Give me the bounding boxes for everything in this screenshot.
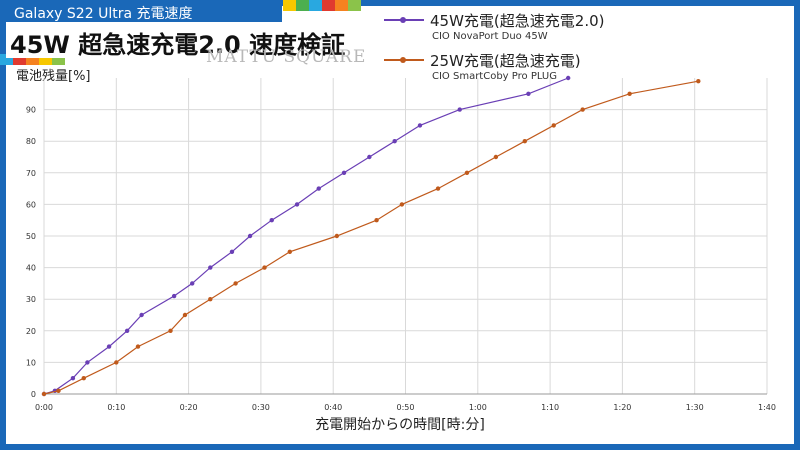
header-subtitle: Galaxy S22 Ultra 充電速度	[14, 6, 193, 22]
x-tick-label: 0:30	[252, 403, 270, 412]
y-axis-label: 電池残量[%]	[16, 69, 91, 84]
data-point	[522, 139, 527, 144]
legend-label-25w: 25W充電(超急速充電)	[430, 52, 581, 70]
data-point	[696, 78, 701, 84]
data-point	[114, 360, 119, 365]
legend-marker-45w	[400, 17, 406, 23]
data-point	[580, 107, 585, 112]
stripe-8	[13, 54, 26, 65]
y-tick-label: 10	[26, 358, 36, 367]
gridlines	[43, 78, 768, 395]
data-point	[367, 154, 372, 160]
data-point	[627, 91, 632, 97]
x-tick-label: 0:10	[107, 403, 125, 412]
stripe-4	[322, 0, 335, 11]
data-point	[85, 360, 90, 365]
legend-label-45w: 45W充電(超急速充電2.0)	[430, 12, 605, 30]
y-tick-label: 90	[26, 106, 36, 115]
data-point	[168, 328, 173, 333]
x-tick-label: 0:00	[35, 403, 53, 412]
data-point	[106, 344, 112, 349]
y-tick-label: 70	[26, 169, 36, 178]
data-point	[81, 376, 86, 381]
data-point	[269, 218, 274, 223]
data-point	[565, 75, 571, 81]
series-layer	[41, 75, 701, 397]
x-tick-label: 1:40	[758, 403, 776, 412]
data-point	[399, 202, 405, 207]
chart-title: 45W 超急速充電2.0 速度検証	[10, 31, 346, 59]
watermark-logo: MATTU SQUARE	[206, 47, 367, 67]
data-point	[392, 139, 397, 144]
tick-labels: 0:00 0:10 0:20 0:30 0:40 0:50 1:00 1:10 1:20 1:30…	[26, 106, 776, 412]
chart-frame	[6, 6, 794, 444]
x-tick-label: 0:50	[397, 403, 415, 412]
y-tick-label: 80	[26, 137, 36, 146]
legend-sublabel-45w: CIO NovaPort Duo 45W	[432, 31, 548, 42]
data-point	[526, 91, 531, 97]
x-axis-label: 充電開始からの時間[時:分]	[315, 417, 485, 433]
x-tick-label: 1:30	[686, 403, 704, 412]
stripe-7	[0, 54, 13, 65]
y-tick-label: 20	[26, 327, 36, 336]
data-point	[341, 170, 347, 175]
data-point	[435, 186, 441, 191]
title-box: 45W 超急速充電2.0 速度検証	[6, 22, 368, 59]
data-point	[124, 328, 130, 333]
data-point	[464, 170, 470, 175]
data-point	[171, 293, 177, 299]
data-point	[334, 233, 340, 239]
data-point	[229, 249, 235, 254]
data-point	[374, 218, 379, 223]
x-tick-label: 0:20	[180, 403, 198, 412]
data-point	[208, 297, 213, 302]
data-point	[493, 154, 499, 160]
data-point	[262, 265, 267, 270]
x-tick-label: 1:00	[469, 403, 487, 412]
series-line-1	[43, 80, 699, 395]
data-point	[457, 107, 462, 112]
data-point	[294, 202, 300, 207]
data-point	[316, 186, 321, 191]
stripe-11	[52, 54, 65, 65]
data-point	[208, 265, 213, 270]
data-point	[190, 281, 195, 286]
y-tick-label: 0	[31, 390, 36, 399]
data-point	[417, 123, 423, 128]
x-tick-label: 1:20	[613, 403, 631, 412]
stripe-10	[39, 54, 52, 65]
data-point	[247, 233, 253, 239]
data-point	[70, 376, 76, 381]
stripe-3	[309, 0, 322, 11]
data-point	[135, 344, 141, 349]
legend-marker-25w	[400, 57, 406, 63]
x-tick-label: 0:40	[324, 403, 342, 412]
x-tick-label: 1:10	[541, 403, 559, 412]
legend: 45W充電(超急速充電2.0) CIO NovaPort Duo 45W 25W…	[380, 10, 680, 90]
data-point	[551, 123, 556, 128]
data-point	[182, 312, 188, 318]
data-point	[41, 391, 47, 397]
legend-sublabel-25w: CIO SmartCoby Pro PLUG	[432, 71, 557, 82]
y-tick-label: 30	[26, 295, 36, 304]
data-point	[56, 388, 61, 394]
stripe-9	[26, 54, 39, 65]
stripe-1	[283, 0, 296, 11]
legend-item-25w: 25W充電(超急速充電) CIO SmartCoby Pro PLUG	[380, 50, 680, 90]
stripe-5	[335, 0, 348, 11]
data-point	[139, 312, 144, 318]
data-point	[287, 249, 293, 254]
stripe-6	[348, 0, 361, 11]
y-tick-label: 40	[26, 264, 36, 273]
data-point	[233, 281, 238, 286]
stripe-2	[296, 0, 309, 11]
series-line-0	[43, 77, 569, 395]
legend-item-45w: 45W充電(超急速充電2.0) CIO NovaPort Duo 45W	[380, 10, 680, 50]
y-tick-label: 60	[26, 200, 36, 209]
y-tick-label: 50	[26, 232, 36, 241]
header-bar: Galaxy S22 Ultra 充電速度	[0, 0, 282, 22]
